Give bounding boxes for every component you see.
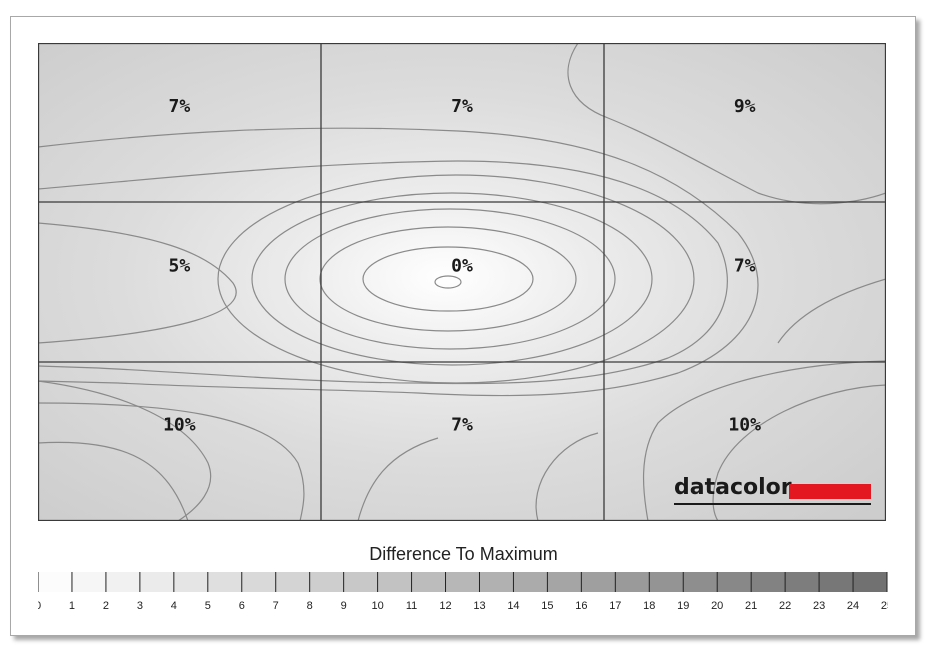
contour-line: [38, 441, 189, 521]
legend-swatch: [411, 572, 446, 592]
cell-value-label: 9%: [734, 96, 756, 117]
legend-tick-label: 11: [406, 600, 417, 612]
contour-line: [38, 402, 305, 521]
legend-swatch: [38, 572, 72, 592]
legend-tick-label: 16: [575, 600, 587, 612]
legend-tick-label: 1: [69, 600, 75, 612]
legend-tick-label: 17: [609, 600, 621, 612]
legend-swatch: [71, 572, 106, 592]
legend-tick-label: 3: [137, 600, 143, 612]
cell-value-label: 10%: [163, 415, 196, 436]
contour-line: [38, 160, 728, 385]
legend-swatch: [241, 572, 276, 592]
grid-lines: [38, 43, 886, 521]
legend-tick-label: 14: [507, 600, 519, 612]
contour-line: [38, 380, 212, 521]
legend-swatches: [38, 572, 887, 592]
legend-svg: 0123456789101112131415161718192021222324…: [35, 572, 893, 612]
legend-swatch: [139, 572, 174, 592]
legend-swatch: [105, 572, 140, 592]
legend-tick-label: 7: [273, 600, 279, 612]
contour-line: [642, 360, 886, 521]
contour-line: [251, 192, 653, 366]
grid-border: [38, 43, 886, 521]
legend-scale: 0123456789101112131415161718192021222324…: [35, 572, 893, 612]
legend-tick-label: 20: [711, 600, 723, 612]
legend-tick-label: 8: [307, 600, 313, 612]
legend-title: Difference To Maximum: [369, 544, 558, 564]
legend-tick-label: 2: [103, 600, 109, 612]
contour-line: [434, 275, 462, 289]
cell-value-label: 7%: [451, 96, 473, 117]
legend-swatch: [751, 572, 786, 592]
contour-line: [777, 278, 886, 344]
legend-tick-label: 18: [643, 600, 655, 612]
cell-value-label: 7%: [451, 415, 473, 436]
legend-swatch: [309, 572, 344, 592]
legend-tick-label: 19: [677, 600, 689, 612]
legend-labels: 0123456789101112131415161718192021222324…: [35, 600, 893, 612]
contour-line: [362, 246, 534, 312]
cell-labels: 7% 7% 9% 5% 0% 7% 10% 7% 10%: [163, 96, 761, 436]
legend-swatch: [649, 572, 684, 592]
legend-swatch: [173, 572, 208, 592]
uniformity-heatmap: 7% 7% 9% 5% 0% 7% 10% 7% 10% datacolor: [38, 43, 886, 521]
legend-tick-label: 15: [541, 600, 553, 612]
logo-red-bar: [789, 484, 871, 499]
legend-swatch: [683, 572, 718, 592]
legend-swatch: [615, 572, 650, 592]
legend-tick-label: 23: [813, 600, 825, 612]
legend-tick-label: 6: [239, 600, 245, 612]
contour-line: [319, 226, 577, 332]
contour-line: [535, 432, 599, 521]
contour-line: [38, 222, 237, 344]
legend-swatch: [479, 572, 514, 592]
contour-line: [38, 127, 759, 397]
contour-line: [284, 208, 616, 350]
legend-swatch: [445, 572, 480, 592]
contour-lines: [38, 43, 886, 521]
legend-tick-label: 10: [371, 600, 383, 612]
contour-line: [567, 43, 886, 205]
legend-tick-label: 21: [745, 600, 757, 612]
legend-swatch: [513, 572, 548, 592]
legend-swatch: [581, 572, 616, 592]
legend-swatch: [275, 572, 310, 592]
legend-tick-label: 25: [881, 600, 888, 612]
cell-value-label: 7%: [734, 255, 756, 276]
legend-tick-label: 5: [205, 600, 211, 612]
heatmap-background: [38, 43, 886, 521]
cell-value-label: 7%: [168, 96, 190, 117]
cell-value-label: 0%: [451, 255, 473, 276]
legend-swatch: [343, 572, 378, 592]
cell-value-label: 5%: [168, 255, 190, 276]
legend-tick-label: 24: [847, 600, 859, 612]
legend-swatch: [547, 572, 582, 592]
legend-swatch: [717, 572, 752, 592]
legend-tick-label: 9: [341, 600, 347, 612]
legend-tick-label: 12: [439, 600, 451, 612]
datacolor-logo: datacolor: [674, 475, 874, 509]
legend-swatch: [853, 572, 887, 592]
legend-swatch: [819, 572, 854, 592]
legend-swatch: [207, 572, 242, 592]
legend-tick-label: 0: [38, 600, 41, 612]
heatmap-svg: 7% 7% 9% 5% 0% 7% 10% 7% 10%: [38, 43, 886, 521]
logo-underline: [674, 503, 871, 505]
contour-line: [712, 384, 886, 521]
legend-tick-label: 13: [473, 600, 485, 612]
contour-line: [357, 437, 439, 521]
logo-text: datacolor: [674, 475, 792, 500]
legend-swatch: [785, 572, 820, 592]
legend-tick-label: 22: [779, 600, 791, 612]
legend-swatch: [377, 572, 412, 592]
legend-ticks: [37, 572, 888, 592]
cell-value-label: 10%: [728, 415, 761, 436]
legend-tick-label: 4: [171, 600, 177, 612]
